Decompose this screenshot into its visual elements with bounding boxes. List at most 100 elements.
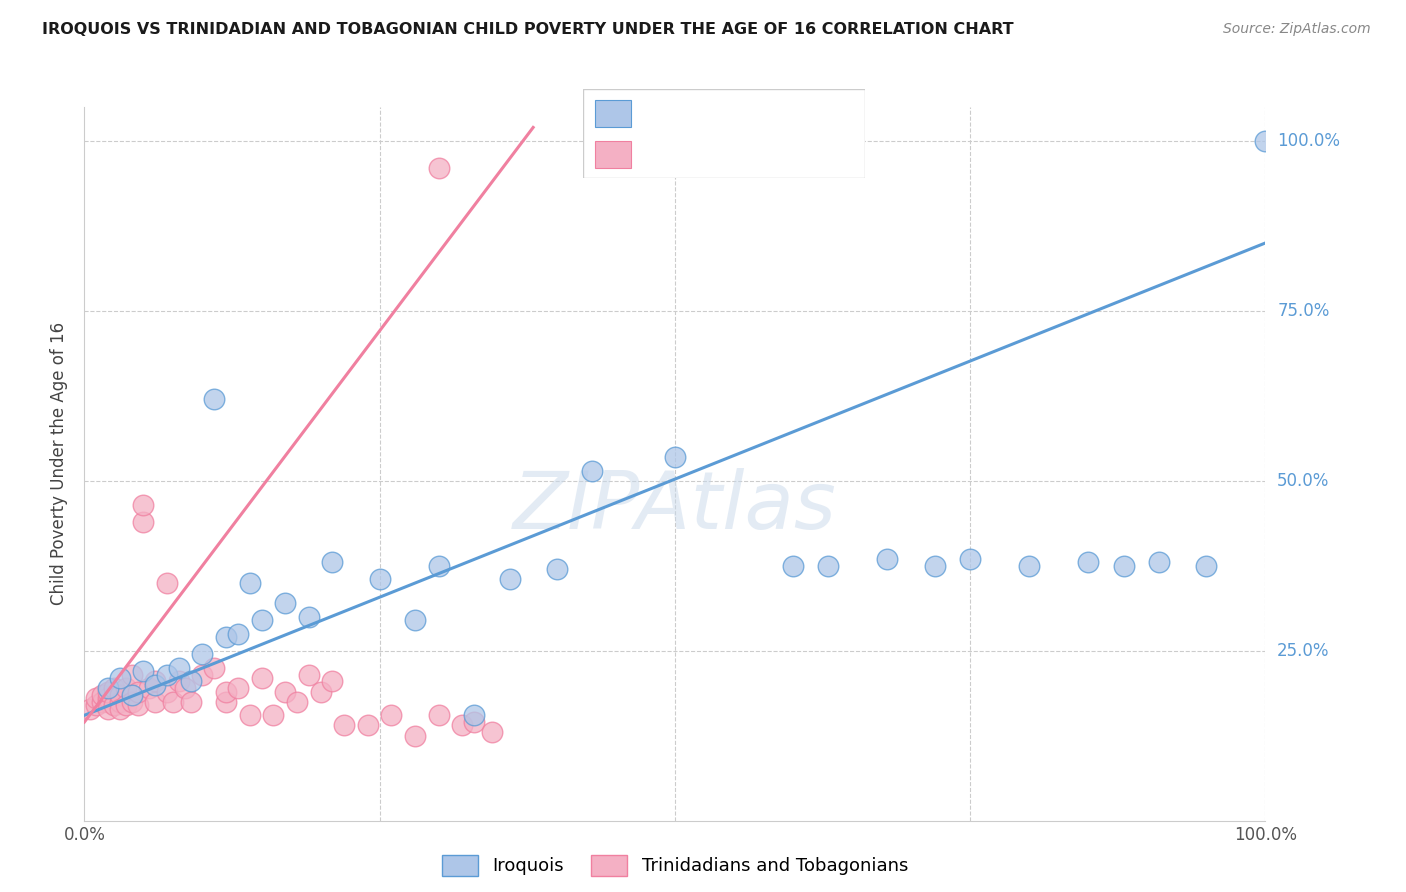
Point	[162, 695, 184, 709]
Point	[191, 667, 214, 681]
Legend: Iroquois, Trinidadians and Tobagonians: Iroquois, Trinidadians and Tobagonians	[434, 847, 915, 883]
Point	[226, 626, 249, 640]
Point	[108, 701, 131, 715]
Point	[1147, 555, 1170, 569]
Text: 100.0%: 100.0%	[1277, 132, 1340, 150]
Point	[1018, 558, 1040, 573]
Point	[274, 596, 297, 610]
Point	[121, 695, 143, 709]
Point	[924, 558, 946, 573]
Point	[97, 684, 120, 698]
Text: IROQUOIS VS TRINIDADIAN AND TOBAGONIAN CHILD POVERTY UNDER THE AGE OF 16 CORRELA: IROQUOIS VS TRINIDADIAN AND TOBAGONIAN C…	[42, 22, 1014, 37]
Text: ZIPAtlas: ZIPAtlas	[513, 467, 837, 546]
Point	[180, 695, 202, 709]
Point	[191, 647, 214, 661]
Point	[463, 715, 485, 730]
Point	[817, 558, 839, 573]
Point	[132, 498, 155, 512]
Point	[782, 558, 804, 573]
Y-axis label: Child Poverty Under the Age of 16: Child Poverty Under the Age of 16	[51, 322, 69, 606]
Point	[215, 630, 238, 644]
Point	[103, 698, 125, 712]
Point	[427, 558, 450, 573]
Point	[250, 613, 273, 627]
Point	[215, 684, 238, 698]
Point	[357, 718, 380, 732]
Point	[202, 392, 225, 407]
Point	[127, 698, 149, 712]
Point	[321, 674, 343, 689]
Point	[156, 575, 179, 590]
Point	[143, 695, 166, 709]
Text: Source: ZipAtlas.com: Source: ZipAtlas.com	[1223, 22, 1371, 37]
Point	[876, 552, 898, 566]
Bar	[595, 100, 631, 127]
Point	[333, 718, 356, 732]
Point	[239, 708, 262, 723]
Text: R = 0.583   N = 53: R = 0.583 N = 53	[645, 145, 815, 163]
Point	[97, 701, 120, 715]
Point	[156, 684, 179, 698]
Point	[404, 729, 426, 743]
Point	[404, 613, 426, 627]
Point	[427, 161, 450, 176]
Point	[97, 695, 120, 709]
Point	[167, 674, 190, 689]
Text: 25.0%: 25.0%	[1277, 641, 1330, 660]
Point	[1195, 558, 1218, 573]
Bar	[595, 141, 631, 168]
Point	[114, 698, 136, 712]
Text: 75.0%: 75.0%	[1277, 301, 1330, 320]
Point	[132, 664, 155, 678]
Point	[138, 681, 160, 695]
Point	[108, 688, 131, 702]
Point	[463, 708, 485, 723]
Point	[664, 450, 686, 464]
Point	[451, 718, 474, 732]
Point	[959, 552, 981, 566]
Point	[239, 575, 262, 590]
Point	[274, 684, 297, 698]
Point	[91, 688, 114, 702]
Point	[1112, 558, 1135, 573]
Text: R = 0.678   N = 36: R = 0.678 N = 36	[645, 104, 815, 122]
Point	[250, 671, 273, 685]
Point	[167, 661, 190, 675]
Point	[121, 688, 143, 702]
Point	[143, 678, 166, 692]
Point	[226, 681, 249, 695]
Point	[309, 684, 332, 698]
Point	[498, 573, 520, 587]
Point	[262, 708, 284, 723]
Point	[180, 674, 202, 689]
Point	[1254, 134, 1277, 148]
Text: 50.0%: 50.0%	[1277, 472, 1330, 490]
Point	[215, 695, 238, 709]
Point	[108, 695, 131, 709]
Point	[91, 695, 114, 709]
Point	[546, 562, 568, 576]
Point	[156, 667, 179, 681]
Point	[79, 701, 101, 715]
Point	[127, 684, 149, 698]
Point	[84, 698, 107, 712]
Point	[132, 515, 155, 529]
Point	[84, 691, 107, 706]
Point	[380, 708, 402, 723]
Point	[298, 667, 321, 681]
Point	[121, 667, 143, 681]
Point	[173, 681, 195, 695]
Point	[581, 464, 603, 478]
Point	[481, 725, 503, 739]
Point	[114, 681, 136, 695]
Point	[202, 661, 225, 675]
Point	[108, 671, 131, 685]
Point	[103, 681, 125, 695]
Point	[298, 609, 321, 624]
Point	[427, 708, 450, 723]
Point	[285, 695, 308, 709]
Point	[368, 573, 391, 587]
Point	[97, 681, 120, 695]
Point	[321, 555, 343, 569]
Point	[97, 691, 120, 706]
